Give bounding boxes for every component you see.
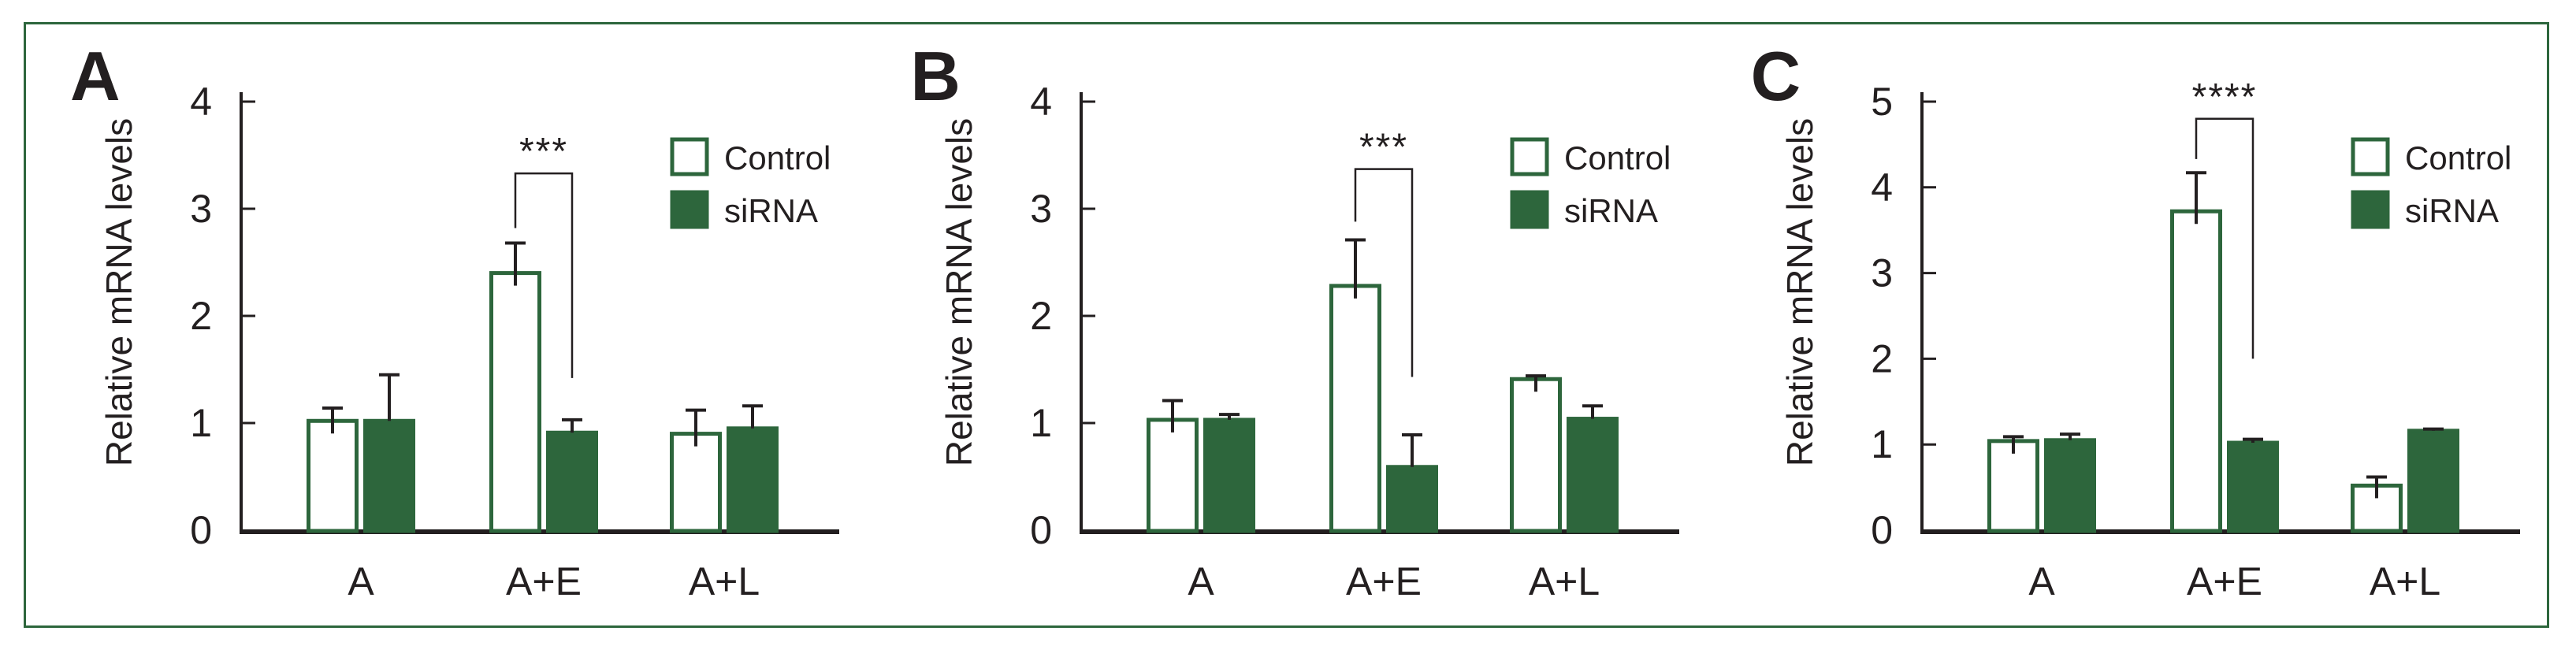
significance-label: ***: [1359, 127, 1408, 169]
x-category-label: A+E: [2187, 559, 2262, 603]
x-category-label: A+E: [1346, 559, 1422, 603]
y-tick-label: 4: [190, 80, 212, 124]
panel-letter-b: B: [910, 37, 961, 115]
bar-sirna-a: [363, 418, 415, 533]
y-tick-label: 0: [1031, 508, 1053, 552]
x-category-label: A: [1188, 559, 1215, 603]
y-tick-label: 4: [1031, 80, 1053, 124]
legend-swatch-control: [670, 137, 709, 176]
legend-label-sirna: siRNA: [724, 192, 818, 229]
bar-control-a: [1147, 418, 1199, 533]
bar-sirna-a: [1203, 418, 1256, 533]
x-category-label: A: [2028, 559, 2055, 603]
legend-label-sirna: siRNA: [1564, 192, 1658, 229]
bar-control-a+e: [2169, 209, 2222, 533]
panel-a: A Relative mRNA levels 0 1 2 3 4 A A+E A+L Contro…: [26, 24, 866, 625]
significance-bracket: [514, 172, 574, 378]
panel-letter-a: A: [70, 37, 121, 115]
bar-chart-panel-a: Relative mRNA levels 0 1 2 3 4 A A+E A+L Control s…: [99, 80, 839, 603]
legend-label-control: Control: [724, 139, 831, 176]
y-axis-title: Relative mRNA levels: [1779, 118, 1820, 466]
y-tick-label: 3: [1871, 251, 1893, 295]
x-category-label: A: [348, 559, 374, 603]
y-tick-label: 1: [1871, 422, 1893, 466]
significance-label: ****: [2191, 76, 2257, 118]
legend-swatch-sirna: [1510, 190, 1549, 229]
y-tick-label: 2: [1031, 294, 1053, 338]
y-tick-label: 4: [1871, 165, 1893, 210]
bar-sirna-a: [2043, 438, 2096, 533]
y-tick-label: 3: [1031, 187, 1053, 231]
y-axis-title: Relative mRNA levels: [939, 118, 979, 466]
y-tick-label: 5: [1871, 80, 1893, 124]
x-category-label: A+L: [1529, 559, 1600, 603]
figure-frame: A Relative mRNA levels 0 1 2 3 4 A A+E A+L Contro…: [24, 22, 2549, 628]
legend-swatch-sirna: [2351, 190, 2390, 229]
panel-b: B Relative mRNA levels 0 1 2 3 4 A A+E A+L Contro…: [866, 24, 1706, 625]
bar-control-a+e: [1329, 284, 1382, 533]
bar-control-a+e: [489, 271, 541, 533]
y-tick-label: 0: [190, 508, 212, 552]
legend-label-sirna: siRNA: [2405, 192, 2499, 229]
bar-sirna-a+e: [2226, 440, 2279, 533]
y-tick-label: 0: [1871, 508, 1893, 552]
y-tick-label: 2: [190, 294, 212, 338]
bar-chart-panel-b: Relative mRNA levels 0 1 2 3 4 A A+E A+L Control s…: [939, 80, 1680, 603]
y-tick-label: 2: [1871, 336, 1893, 380]
bar-control-a+l: [1510, 377, 1563, 533]
x-category-label: A+E: [506, 559, 582, 603]
bar-sirna-a+e: [546, 430, 598, 533]
x-category-label: A+L: [689, 559, 760, 603]
bar-control-a+l: [670, 432, 722, 533]
significance-label: ***: [519, 131, 568, 173]
significance-bracket: [1355, 168, 1414, 377]
bar-control-a: [1987, 439, 2039, 533]
y-tick-label: 1: [190, 401, 212, 445]
y-axis-title: Relative mRNA levels: [99, 118, 139, 466]
bar-control-a: [307, 418, 359, 533]
bar-sirna-a+l: [727, 426, 779, 533]
bar-sirna-a+e: [1386, 465, 1439, 533]
y-tick-label: 1: [1031, 401, 1053, 445]
legend-swatch-control: [2351, 137, 2390, 176]
y-tick-label: 3: [190, 187, 212, 231]
x-category-label: A+L: [2369, 559, 2440, 603]
legend-swatch-control: [1510, 137, 1549, 176]
legend-swatch-sirna: [670, 190, 709, 229]
panel-letter-c: C: [1750, 37, 1802, 115]
panel-c: C Relative mRNA levels 0 1 2 3 4 5 A A+E A+L Contr…: [1707, 24, 2547, 625]
bar-chart-panel-c: Relative mRNA levels 0 1 2 3 4 5 A A+E A+L Control…: [1779, 76, 2520, 603]
bar-sirna-a+l: [1567, 417, 1619, 533]
legend-label-control: Control: [1564, 139, 1671, 176]
legend-label-control: Control: [2405, 139, 2511, 176]
significance-bracket: [2195, 117, 2254, 359]
bar-sirna-a+l: [2407, 429, 2459, 533]
